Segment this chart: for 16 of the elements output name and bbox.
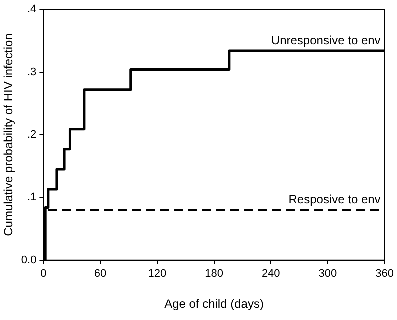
series-label: Resposive to env [288,192,381,207]
x-tick-label: 360 [376,268,394,280]
y-axis-title: Cumulative probability of HIV infection [2,34,16,236]
x-tick-label: 120 [148,268,167,280]
y-tick-label: .3 [28,66,37,78]
x-tick-label: 240 [262,268,280,280]
x-tick-label: 60 [94,268,107,280]
y-tick-label: .4 [28,4,37,16]
y-tick-label: .2 [28,129,37,142]
series-label: Unresponsive to env [271,33,381,48]
x-tick-label: 180 [205,268,224,280]
x-axis-title: Age of child (days) [164,297,264,312]
x-tick-label: 0 [40,268,47,280]
y-tick-label: 0.0 [21,254,37,266]
y-tick-label: .1 [28,192,37,204]
x-tick-label: 300 [318,268,338,280]
